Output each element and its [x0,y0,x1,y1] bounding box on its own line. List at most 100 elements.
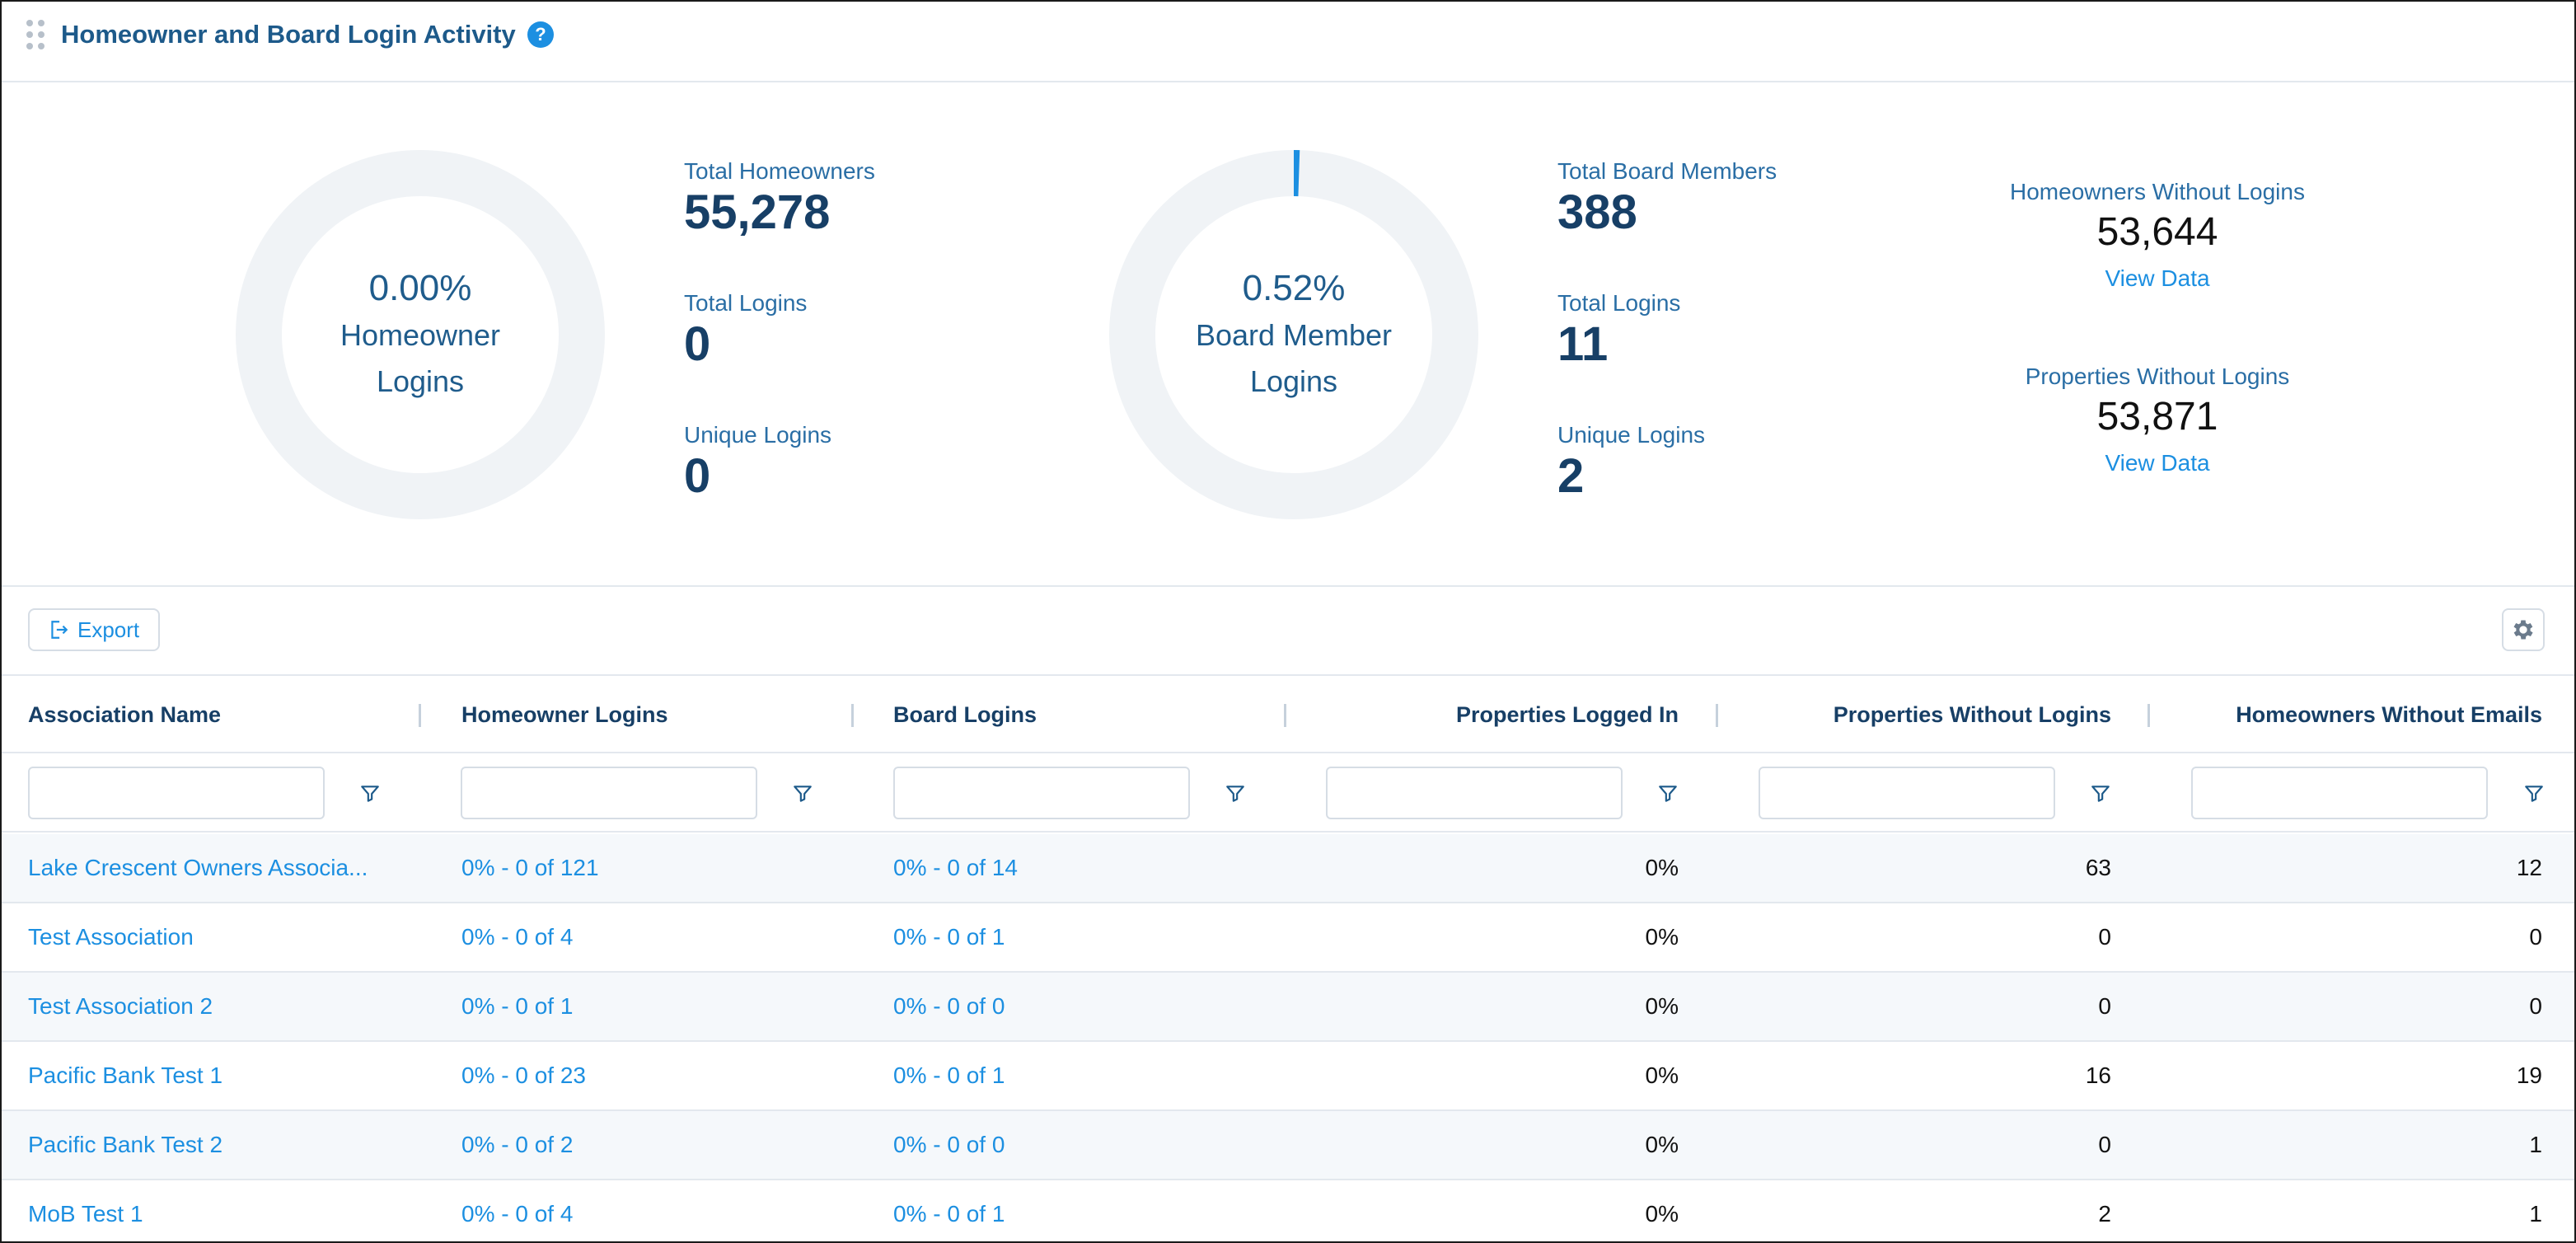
stat-label: Unique Logins [684,422,832,448]
column-header-properties-without-logins[interactable]: Properties Without Logins [1833,701,2111,727]
properties-logged-in-cell: 0% [1645,1201,1679,1227]
export-icon [51,621,68,639]
export-label: Export [77,617,140,642]
filter-icon[interactable] [2090,783,2111,804]
association-name-link[interactable]: Lake Crescent Owners Associa... [28,855,368,880]
side-label: Properties Without Logins [2025,364,2290,389]
homeowners-without-emails-cell: 12 [2516,855,2542,880]
association-name-link[interactable]: Pacific Bank Test 1 [28,1062,223,1088]
export-button[interactable]: Export [28,608,160,651]
column-resizer[interactable] [2147,704,2150,727]
gear-icon [2513,620,2533,640]
homeowner-logins-link[interactable]: 0% - 0 of 1 [461,993,574,1019]
homeowners-without-emails-cell: 19 [2516,1062,2542,1088]
homeowner-donut-label-line2: Logins [376,364,465,398]
board-logins-link[interactable]: 0% - 0 of 1 [893,1201,1005,1227]
column-header-homeowners-without-emails[interactable]: Homeowners Without Emails [2236,701,2542,727]
view-data-link[interactable]: View Data [2105,265,2210,291]
stat-value: 0 [684,449,711,503]
view-data-link[interactable]: View Data [2105,450,2210,476]
column-filter-input[interactable] [1326,767,1623,819]
stat-homeowner-unique-logins: Unique Logins 0 [684,420,831,503]
board-login-percent: 0.52% [1242,268,1346,308]
homeowners-without-logins: Homeowners Without Logins 53,644 View Da… [1984,178,2330,298]
homeowner-logins-link[interactable]: 0% - 0 of 4 [461,924,574,950]
column-filter-input[interactable] [461,767,757,819]
column-filter-input[interactable] [28,767,325,819]
stat-value: 0 [684,317,711,371]
homeowner-logins-link[interactable]: 0% - 0 of 23 [461,1062,586,1088]
homeowners-without-emails-cell: 0 [2529,924,2542,950]
association-name-link[interactable]: Test Association 2 [28,993,213,1019]
stat-homeowner-total-logins: Total Logins 0 [684,288,807,371]
settings-button[interactable] [2502,608,2545,651]
stat-label: Total Logins [684,290,808,316]
filter-icon[interactable] [1657,783,1679,804]
homeowner-logins-link[interactable]: 0% - 0 of 4 [461,1201,574,1227]
stat-total-board-members: Total Board Members 388 [1557,157,1777,239]
widget-title: Homeowner and Board Login Activity [61,20,516,49]
stat-board-unique-logins: Unique Logins 2 [1557,420,1705,503]
column-resizer[interactable] [419,704,421,727]
column-header-board-logins[interactable]: Board Logins [893,701,1037,727]
homeowners-without-emails-cell: 0 [2529,993,2542,1019]
column-resizer[interactable] [1716,704,1718,727]
table-row: Test Association 0% - 0 of 4 0% - 0 of 1 0%… [2,903,2574,973]
filter-icon[interactable] [2523,783,2545,804]
column-resizer[interactable] [851,704,854,727]
board-logins-link[interactable]: 0% - 0 of 0 [893,1132,1005,1157]
association-name-link[interactable]: Test Association [28,924,194,950]
homeowner-donut-label-line1: Homeowner [340,318,501,352]
association-name-link[interactable]: MoB Test 1 [28,1201,143,1227]
column-header-homeowner-logins[interactable]: Homeowner Logins [461,701,668,727]
filter-row [2,753,2574,833]
stat-label: Total Logins [1557,290,1681,316]
filter-icon[interactable] [359,783,381,804]
homeowner-login-donut: 0.00% Homeowner Logins [234,148,607,521]
properties-logged-in-cell: 0% [1645,993,1679,1019]
column-header-properties-logged-in[interactable]: Properties Logged In [1455,701,1679,727]
drag-handle-icon[interactable] [26,20,48,53]
homeowners-without-emails-cell: 1 [2529,1201,2542,1227]
help-icon[interactable]: ? [527,21,554,48]
column-resizer[interactable] [1284,704,1286,727]
properties-without-logins: Properties Without Logins 53,871 View Da… [1984,363,2330,483]
properties-logged-in-cell: 0% [1645,924,1679,950]
stat-value: 11 [1557,317,1609,371]
properties-without-logins-cell: 16 [2085,1062,2111,1088]
properties-without-logins-cell: 2 [2098,1201,2111,1227]
homeowner-logins-link[interactable]: 0% - 0 of 121 [461,855,599,880]
homeowners-without-emails-cell: 1 [2529,1132,2542,1157]
side-label: Homeowners Without Logins [2010,179,2305,204]
section-divider [2,585,2574,587]
homeowner-logins-link[interactable]: 0% - 0 of 2 [461,1132,574,1157]
side-value: 53,871 [2096,395,2218,439]
column-filter-input[interactable] [2191,767,2488,819]
table-row: Pacific Bank Test 1 0% - 0 of 23 0% - 0 of… [2,1042,2574,1111]
table-header: Association Name Homeowner Logins Board … [2,674,2574,753]
properties-without-logins-cell: 0 [2098,924,2111,950]
stat-board-total-logins: Total Logins 11 [1557,288,1680,371]
column-header-association-name[interactable]: Association Name [28,701,222,727]
table-row: Pacific Bank Test 2 0% - 0 of 2 0% - 0 of … [2,1111,2574,1180]
column-filter-input[interactable] [1759,767,2055,819]
stat-value: 388 [1557,185,1637,239]
filter-icon[interactable] [792,783,813,804]
properties-without-logins-cell: 0 [2098,993,2111,1019]
homeowner-donut-ring [236,150,605,519]
widget-header: Homeowner and Board Login Activity ? [2,2,2574,82]
board-logins-link[interactable]: 0% - 0 of 0 [893,993,1005,1019]
column-filter-input[interactable] [893,767,1190,819]
stat-value: 2 [1557,449,1585,503]
association-name-link[interactable]: Pacific Bank Test 2 [28,1132,223,1157]
board-logins-link[interactable]: 0% - 0 of 1 [893,1062,1005,1088]
filter-icon[interactable] [1225,783,1246,804]
table-row: Lake Crescent Owners Associa... 0% - 0 of… [2,834,2574,903]
stat-label: Unique Logins [1557,422,1706,448]
board-logins-link[interactable]: 0% - 0 of 14 [893,855,1018,880]
properties-without-logins-cell: 0 [2098,1132,2111,1157]
stat-total-homeowners: Total Homeowners 55,278 [684,157,875,239]
board-donut-label-line1: Board Member [1195,318,1393,352]
board-logins-link[interactable]: 0% - 0 of 1 [893,924,1005,950]
